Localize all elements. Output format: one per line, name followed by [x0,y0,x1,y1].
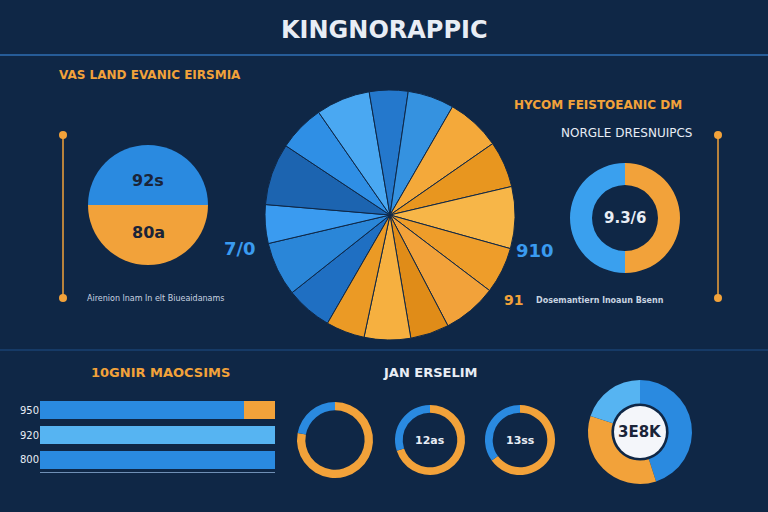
svg-text:13ss: 13ss [506,434,535,447]
svg-text:NORGLE DRESNUIPCS: NORGLE DRESNUIPCS [561,126,692,140]
svg-text:80a: 80a [132,223,165,242]
svg-text:7/0: 7/0 [224,238,256,259]
svg-text:JAN ERSELIM: JAN ERSELIM [383,365,478,380]
svg-text:12as: 12as [415,434,445,447]
svg-text:10GNIR MAOCSIMS: 10GNIR MAOCSIMS [91,365,230,380]
svg-text:VAS LAND EVANIC EIRSMIA: VAS LAND EVANIC EIRSMIA [59,68,241,82]
svg-text:950: 950 [20,405,39,416]
svg-text:920: 920 [20,430,39,441]
svg-text:92s: 92s [132,171,164,190]
svg-text:3E8K: 3E8K [618,423,662,441]
svg-text:800: 800 [20,454,39,465]
svg-text:Airenion lnam ln elt Biueaidan: Airenion lnam ln elt Biueaidanams [87,294,224,303]
svg-text:9.3/6: 9.3/6 [604,209,647,227]
svg-text:91: 91 [504,292,523,308]
svg-text:Dosemantiern lnoaun Bsenn: Dosemantiern lnoaun Bsenn [536,296,664,305]
svg-text:KINGNORAPPIC: KINGNORAPPIC [281,16,488,44]
svg-text:HYCOM FEISTOEANIC DM: HYCOM FEISTOEANIC DM [514,98,682,112]
svg-text:910: 910 [516,240,554,261]
